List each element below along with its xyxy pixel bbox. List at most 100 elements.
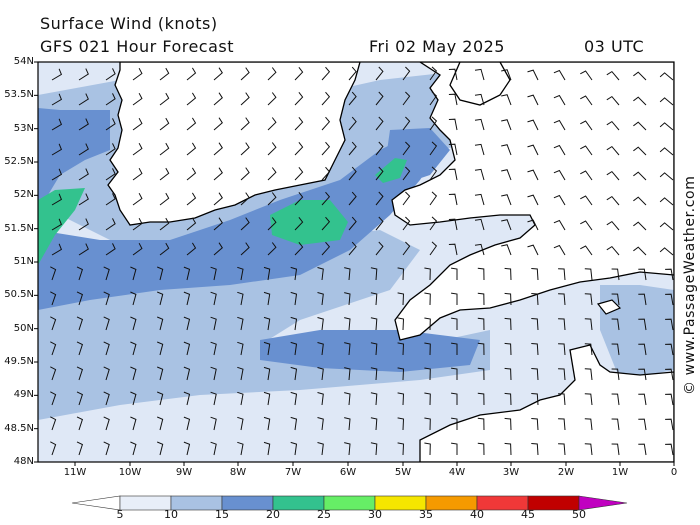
wind-barb (429, 191, 438, 206)
wind-barb (448, 218, 458, 231)
wind-barb (321, 191, 331, 206)
wind-barb (267, 167, 277, 181)
wind-barb (424, 367, 431, 381)
wind-barb (51, 168, 63, 181)
wind-barb (397, 317, 405, 331)
wind-barb (183, 391, 191, 406)
wind-barb (424, 417, 431, 431)
wind-barb (474, 118, 485, 131)
wind-barb (344, 367, 351, 381)
lon-label: 2W (557, 467, 575, 478)
wind-barb (186, 192, 197, 206)
wind-barb (263, 291, 271, 306)
wind-barb (78, 68, 89, 81)
wind-barb (501, 244, 512, 256)
wind-barb (317, 442, 324, 456)
wind-barb (558, 343, 566, 356)
wind-barb (477, 442, 485, 456)
wind-barb (659, 72, 674, 81)
wind-barb (183, 366, 191, 381)
wind-barb (424, 317, 431, 331)
wind-barb (183, 416, 191, 431)
wind-barb (665, 318, 674, 331)
wind-barb (606, 95, 620, 106)
wind-barb (290, 266, 298, 281)
wind-barb (580, 145, 593, 156)
wind-barb (531, 293, 539, 306)
wind-barb (611, 293, 620, 306)
wind-barb (132, 67, 143, 81)
wind-barb (157, 291, 164, 306)
wind-barb (474, 168, 485, 181)
wind-barb (477, 367, 485, 381)
wind-barb (606, 245, 620, 256)
wind-barb (370, 417, 378, 431)
wind-barb (531, 268, 539, 281)
wind-barb (665, 268, 674, 281)
wind-barb (402, 241, 411, 256)
wind-barb (402, 191, 411, 206)
wind-barb (424, 392, 431, 406)
wind-barb (611, 418, 620, 431)
wind-barb (375, 166, 384, 181)
wind-barb (344, 292, 351, 306)
wind-barb (504, 392, 512, 406)
wind-barb (501, 69, 512, 81)
forecast-date: Fri 02 May 2025 (369, 37, 505, 56)
wind-barb (504, 417, 512, 431)
wind-barb (370, 442, 378, 456)
wind-barb (344, 342, 351, 356)
wind-barb (553, 144, 566, 156)
france-land (419, 344, 674, 462)
wind-barb (348, 116, 357, 131)
wind-barb (504, 267, 512, 281)
wind-barb (348, 141, 357, 156)
lat-label: 52N (13, 189, 34, 201)
wind-barb (531, 418, 539, 431)
wind-barb (429, 216, 438, 231)
wind-barb (580, 245, 593, 256)
axis-ticks (34, 61, 675, 466)
wind-barb (348, 166, 357, 181)
wind-barb (50, 341, 57, 356)
wind-barb (611, 393, 620, 406)
wind-barb (451, 417, 458, 430)
wind-barb (402, 66, 411, 81)
wind-barb (76, 341, 84, 356)
wind-barb (157, 391, 164, 406)
wind-barb (130, 441, 137, 456)
wind-barb (103, 316, 110, 331)
wind-barb (633, 221, 647, 231)
wind-barb (159, 92, 170, 106)
wind-barb (78, 193, 89, 206)
wind-barb (606, 220, 620, 231)
wind-barb (451, 292, 458, 305)
wind-barb (263, 416, 271, 431)
wind-barb (290, 341, 298, 356)
wind-barb (103, 441, 110, 456)
wind-barb (51, 143, 63, 156)
site-credit: © www.PassageWeather.com (682, 175, 698, 395)
wind-barb (51, 243, 63, 256)
wind-barb (638, 268, 647, 281)
wind-barb (240, 167, 250, 181)
lat-label: 50.5N (4, 289, 34, 301)
wind-barb (370, 392, 378, 406)
wind-barb (263, 366, 271, 381)
wind-barb (501, 219, 512, 231)
wind-barb (159, 192, 170, 206)
chart-title: Surface Wind (knots) (40, 14, 218, 33)
wind-barb (370, 267, 378, 281)
wind-barb (132, 92, 143, 106)
wind-barb (424, 342, 431, 356)
wind-barb (263, 441, 271, 456)
wind-barb (448, 93, 458, 106)
wind-barb (213, 142, 223, 156)
wind-barb (51, 93, 63, 106)
wind-barb (558, 368, 566, 381)
wind-barb (132, 117, 143, 131)
wind-barb (317, 367, 324, 381)
wind-barb (321, 91, 331, 106)
wind-barb (553, 119, 566, 131)
wind-barb (501, 194, 512, 206)
